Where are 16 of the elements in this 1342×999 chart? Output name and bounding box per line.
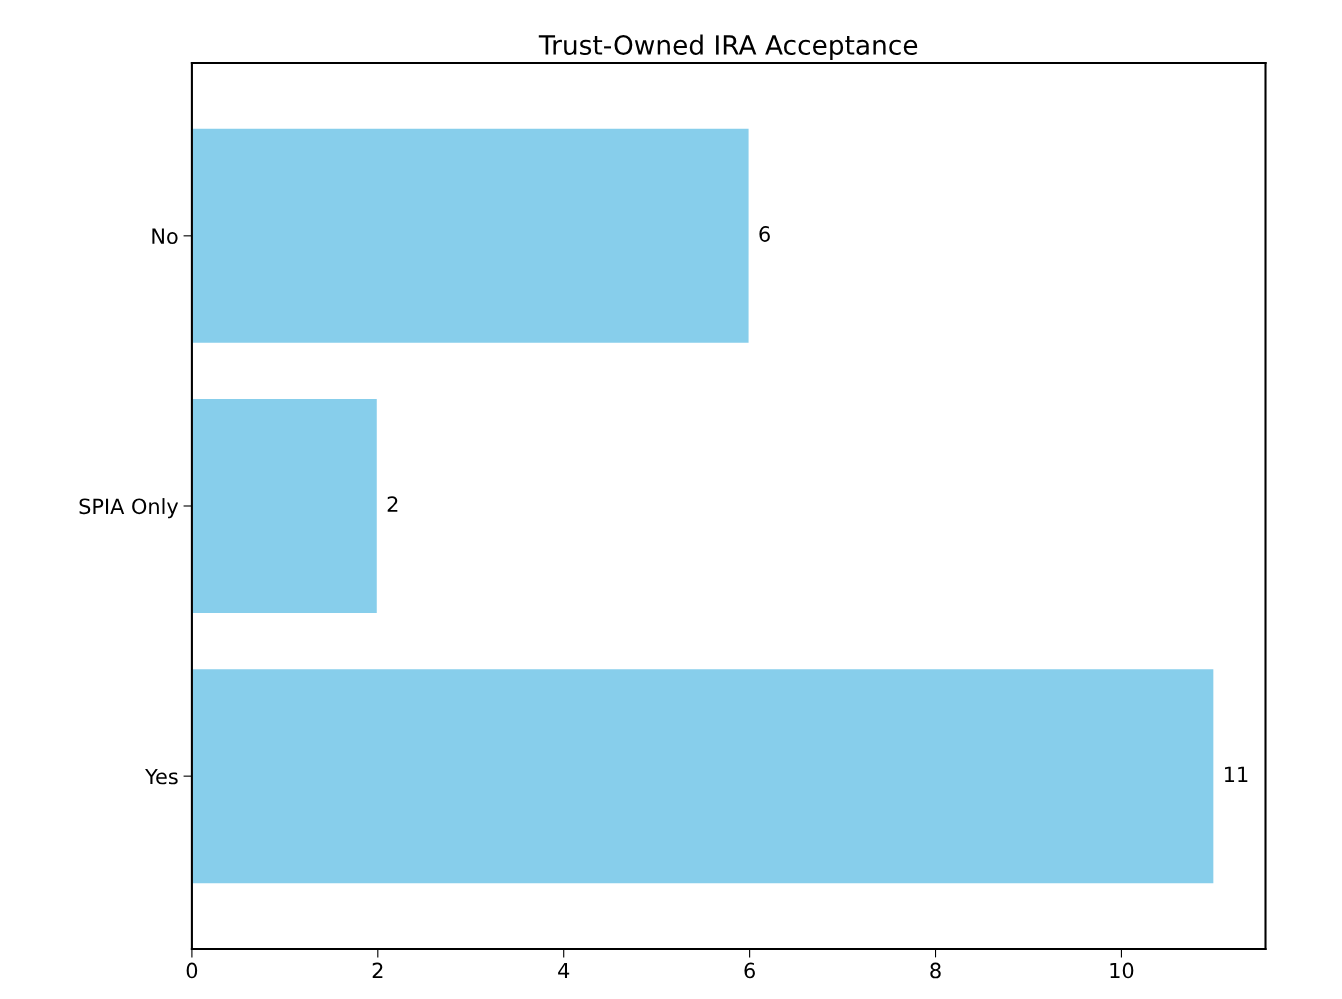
x-tick-label: 4 [558,962,570,979]
x-tick-label: 2 [372,962,383,979]
y-tick-label: No [152,228,178,245]
data-label: 6 [759,226,770,242]
y-tick-label: Yes [145,768,178,785]
x-tick-label: 0 [186,962,198,979]
x-tick-label: 6 [744,962,755,979]
x-tick-label: 8 [930,962,941,979]
data-label: 2 [387,496,398,512]
bar [191,396,379,616]
y-tick-label: SPIA Only [79,498,179,519]
data-label: 11 [1225,766,1248,782]
x-tick-label: 10 [1110,962,1134,979]
bar [191,126,751,345]
chart-title: Trust-Owned IRA Acceptance [538,34,918,61]
bar [191,667,1216,886]
